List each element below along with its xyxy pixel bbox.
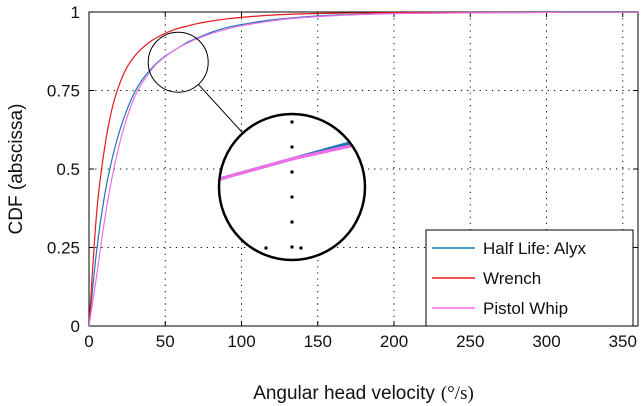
- x-axis-label: Angular head velocity: [253, 383, 435, 404]
- inset-grid-dot: [290, 245, 294, 249]
- y-tick-labels: 0 0.25 0.5 0.75 1: [47, 3, 80, 336]
- y-tick-label: 0.25: [47, 239, 80, 258]
- inset-series-line-wrench: [219, 83, 365, 102]
- x-tick-label: 350: [609, 332, 637, 351]
- inset-grid-dot: [264, 246, 268, 250]
- inset-grid-dot: [290, 120, 294, 124]
- inset-grid-dot: [290, 220, 294, 224]
- zoom-connector-line: [198, 84, 244, 134]
- inset-series-line-pistol-whip: [219, 141, 365, 182]
- x-tick-label: 250: [456, 332, 484, 351]
- inset-grid-dot: [290, 145, 294, 149]
- x-tick-label: 100: [227, 332, 255, 351]
- x-tick-label: 300: [532, 332, 560, 351]
- inset-grid-dot: [290, 170, 294, 174]
- y-axis-title: CDF (abscissa): [6, 104, 27, 235]
- inset-grid-dot: [299, 246, 303, 250]
- series-lines: [89, 12, 638, 326]
- legend-label-half-life-alyx: Half Life: Alyx: [483, 239, 586, 258]
- x-tick-label: 200: [380, 332, 408, 351]
- x-tick-label: 150: [304, 332, 332, 351]
- legend-label-wrench: Wrench: [483, 269, 541, 288]
- x-axis-unit: (°/s): [441, 383, 474, 404]
- inset-grid-dot: [290, 195, 294, 199]
- series-line-pistol-whip: [89, 12, 638, 326]
- y-tick-label: 0.5: [56, 160, 80, 179]
- x-axis-title: Angular head velocity (°/s): [253, 383, 474, 404]
- zoom-inset-border: [217, 112, 367, 262]
- series-line-wrench: [89, 12, 638, 326]
- x-tick-labels: 0 50 100 150 200 250 300 350: [84, 332, 637, 351]
- y-tick-label: 0.75: [47, 82, 80, 101]
- y-tick-label: 1: [71, 3, 80, 22]
- zoom-inset: [147, 31, 367, 262]
- x-tick-label: 0: [84, 332, 93, 351]
- legend-label-pistol-whip: Pistol Whip: [483, 299, 568, 318]
- x-tick-label: 50: [156, 332, 175, 351]
- legend: Half Life: Alyx Wrench Pistol Whip: [425, 229, 634, 327]
- zoom-source-circle: [147, 31, 209, 93]
- y-tick-label: 0: [71, 317, 80, 336]
